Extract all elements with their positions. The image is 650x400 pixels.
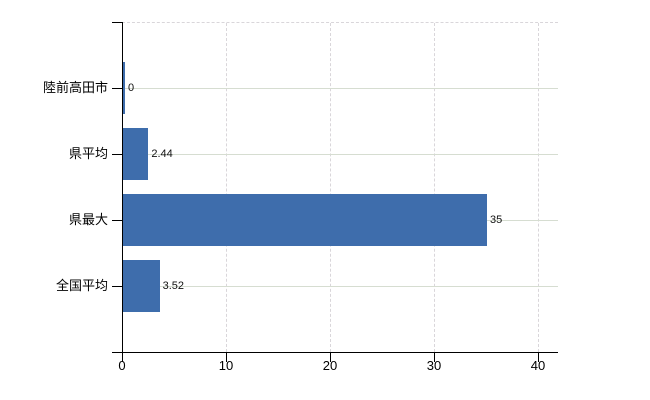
- v-gridline: [434, 23, 435, 352]
- x-tick-label: 40: [530, 358, 546, 373]
- x-tick-label: 20: [322, 358, 338, 373]
- h-gridline: [123, 154, 558, 155]
- category-label: 全国平均: [55, 278, 108, 293]
- v-gridline: [226, 23, 227, 352]
- bar: [123, 62, 125, 114]
- category-label: 県平均: [68, 146, 108, 161]
- x-axis-tick: [226, 352, 227, 362]
- bar-value-label: 2.44: [151, 148, 173, 160]
- v-gridline: [330, 23, 331, 352]
- category-tick: [112, 286, 122, 287]
- x-tick-label: 30: [426, 358, 442, 373]
- x-tick-label: 0: [118, 358, 126, 373]
- bar-value-label: 35: [490, 214, 503, 226]
- x-axis-tick: [538, 352, 539, 362]
- category-tick: [112, 220, 122, 221]
- y-axis: [122, 22, 123, 361]
- y-axis-top-tick: [112, 22, 122, 23]
- category-tick: [112, 88, 122, 89]
- category-label: 陸前高田市: [42, 80, 108, 95]
- bar: [123, 128, 149, 180]
- bar-value-label: 0: [128, 82, 135, 94]
- plot-top-border: [122, 22, 558, 23]
- x-axis: [112, 352, 558, 353]
- bar: [123, 194, 487, 246]
- category-tick: [112, 154, 122, 155]
- v-gridline: [538, 23, 539, 352]
- x-axis-tick: [434, 352, 435, 362]
- h-gridline: [123, 286, 558, 287]
- h-gridline: [123, 88, 558, 89]
- bar-value-label: 3.52: [162, 280, 185, 292]
- x-axis-tick: [330, 352, 331, 362]
- bar: [123, 260, 160, 312]
- category-label: 県最大: [68, 212, 108, 227]
- x-tick-label: 10: [218, 358, 234, 373]
